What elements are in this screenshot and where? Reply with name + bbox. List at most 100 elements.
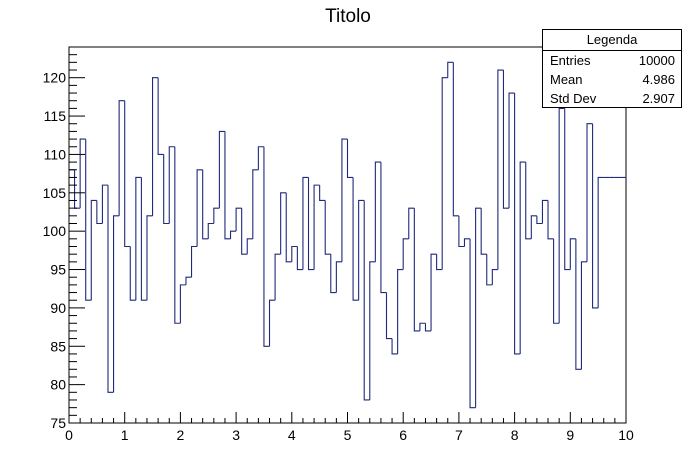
stats-legend-title: Legenda	[543, 30, 681, 51]
histogram-bin	[257, 146, 264, 170]
histogram-bin	[129, 246, 136, 301]
histogram-bin	[597, 176, 604, 308]
histogram-bin	[547, 200, 554, 240]
histogram-bin	[385, 292, 393, 340]
stats-label: Entries	[550, 53, 591, 68]
histogram-bin	[514, 93, 521, 355]
histogram-bin	[135, 176, 142, 301]
histogram-bin	[441, 77, 448, 270]
chart-title: Titolo	[325, 6, 371, 27]
histogram-bin	[497, 69, 504, 270]
histogram-bin	[408, 207, 415, 239]
histogram-bin	[469, 238, 476, 409]
y-tick-label: 95	[50, 262, 66, 278]
histogram-bin	[302, 176, 309, 270]
histogram-bins	[69, 61, 626, 409]
stats-legend-box: Legenda Entries 10000 Mean 4.986 Std Dev…	[542, 29, 682, 108]
stats-label: Mean	[550, 72, 583, 87]
x-tick-label: 2	[177, 427, 185, 443]
histogram-bin	[218, 130, 225, 209]
histogram-bin	[207, 222, 214, 239]
histogram-bin	[241, 208, 248, 255]
stats-label: Std Dev	[550, 91, 597, 106]
histogram-bin	[424, 323, 432, 332]
histogram-bin	[174, 146, 181, 324]
histogram-bin	[163, 154, 170, 225]
histogram-bin	[168, 146, 175, 224]
histogram-bin	[502, 70, 510, 209]
histogram-bin	[146, 215, 153, 301]
stats-row-mean: Mean 4.986	[543, 70, 681, 89]
histogram-bin	[358, 199, 365, 301]
histogram-bin	[213, 207, 220, 224]
histogram-bin	[85, 139, 92, 301]
x-tick-label: 1	[121, 427, 129, 443]
x-tick-label: 10	[618, 427, 634, 443]
histogram-bin	[525, 162, 532, 240]
y-tick-label: 105	[43, 185, 67, 201]
stats-value: 10000	[638, 53, 675, 68]
histogram-bin	[592, 123, 599, 309]
y-tick-label: 115	[44, 108, 67, 124]
histogram-bin	[575, 238, 582, 370]
histogram-bin	[475, 207, 482, 408]
stats-row-std-dev: Std Dev 2.907	[543, 89, 681, 108]
histogram-bin	[452, 62, 459, 217]
y-tick-label: 110	[44, 146, 67, 162]
histogram-bin	[564, 108, 571, 271]
histogram-bin	[586, 123, 593, 262]
histogram-bin	[280, 192, 287, 255]
y-axis-ticks: 75 80 85 90 95 100 105 110 115 120	[43, 46, 85, 431]
histogram-bin	[235, 207, 242, 232]
histogram-bin	[185, 276, 192, 285]
histogram-bin	[107, 185, 114, 393]
histogram-bin	[569, 238, 576, 270]
x-axis-ticks: 0 1 2 3 4 5 6 7 8 9 10	[65, 412, 634, 443]
histogram-bin	[447, 61, 454, 78]
histogram-bin	[463, 238, 471, 247]
y-tick-label: 120	[43, 70, 67, 86]
histogram-bin	[402, 238, 409, 270]
x-tick-label: 7	[455, 427, 463, 443]
x-tick-label: 9	[566, 427, 574, 443]
histogram-bin	[90, 199, 97, 301]
histogram-bin	[558, 107, 565, 324]
histogram-bin	[391, 338, 398, 355]
histogram-bin	[157, 77, 164, 155]
histogram-bin	[553, 238, 560, 324]
y-tick-label: 100	[43, 223, 67, 239]
histogram-bin	[291, 245, 298, 262]
histogram-bin	[319, 185, 326, 202]
histogram-bin	[430, 253, 437, 331]
histogram-bin	[380, 162, 387, 294]
stats-row-entries: Entries 10000	[543, 51, 681, 70]
y-tick-label: 80	[50, 377, 66, 393]
histogram-bin	[369, 261, 376, 400]
histogram-bin	[458, 215, 465, 248]
x-tick-label: 5	[344, 427, 352, 443]
y-tick-label: 75	[50, 415, 66, 431]
histogram-bin	[196, 169, 203, 247]
histogram-bin	[536, 215, 543, 225]
histogram-bin	[101, 184, 108, 224]
histogram-bin	[341, 138, 348, 262]
histogram-bin	[436, 254, 443, 271]
histogram-bin	[508, 92, 515, 209]
histogram-bin	[413, 208, 420, 332]
histogram-bin	[96, 200, 103, 225]
histogram-bin	[118, 100, 125, 216]
y-tick-label: 90	[50, 300, 66, 316]
histogram-bin	[202, 169, 209, 240]
histogram-bin	[296, 246, 303, 271]
histogram-bin	[268, 299, 276, 347]
x-tick-label: 3	[232, 427, 240, 443]
histogram-bin	[74, 169, 81, 209]
histogram-bin	[580, 261, 588, 370]
histogram-bin	[352, 177, 359, 301]
histogram-bin	[363, 200, 370, 401]
histogram-bin	[530, 215, 537, 239]
histogram-bin	[519, 161, 526, 354]
histogram-bin	[419, 322, 426, 331]
